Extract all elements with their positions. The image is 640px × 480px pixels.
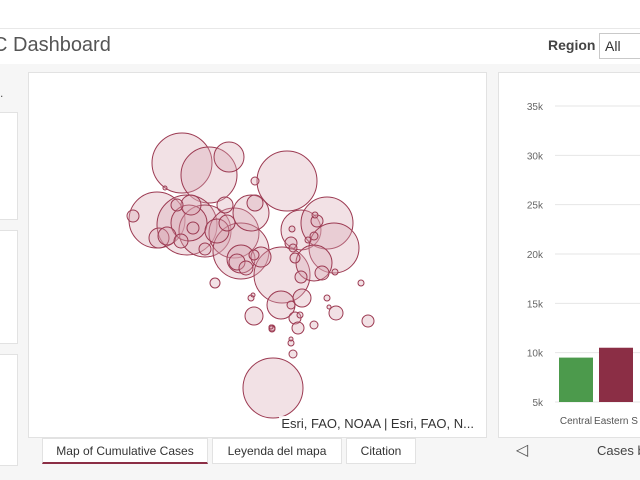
case-bubble[interactable] bbox=[213, 141, 245, 173]
region-select[interactable]: All bbox=[599, 33, 640, 59]
left-panel-tab[interactable]: . bbox=[0, 86, 4, 100]
chart-footer-label: Cases b bbox=[597, 443, 640, 458]
region-label: Region bbox=[548, 37, 596, 53]
case-bubble[interactable] bbox=[244, 306, 264, 326]
case-bubble[interactable] bbox=[250, 176, 260, 186]
case-bubble[interactable] bbox=[180, 194, 202, 216]
y-tick-label: 10k bbox=[527, 349, 544, 360]
case-bubble[interactable] bbox=[151, 132, 213, 194]
case-bubble[interactable] bbox=[162, 185, 168, 191]
map-attribution: Esri, FAO, NOAA | Esri, FAO, N... bbox=[279, 416, 476, 431]
chart-panel: 5k 10k 15k 20k 25k 30k 35k Central Eastern S bbox=[498, 72, 640, 438]
case-bubble[interactable] bbox=[242, 357, 304, 419]
case-bubble[interactable] bbox=[361, 314, 375, 328]
case-bubble[interactable] bbox=[331, 268, 339, 276]
y-tick-label: 5k bbox=[532, 398, 544, 409]
case-bubble[interactable] bbox=[311, 211, 319, 219]
case-bubble[interactable] bbox=[246, 194, 264, 212]
case-bubble[interactable] bbox=[248, 249, 260, 261]
app-title: C Dashboard bbox=[0, 34, 111, 56]
case-bubble[interactable] bbox=[186, 221, 200, 235]
case-bubble[interactable] bbox=[250, 246, 272, 268]
case-bubble[interactable] bbox=[216, 196, 234, 214]
case-bubble[interactable] bbox=[198, 242, 212, 256]
case-bubble[interactable] bbox=[308, 222, 360, 274]
x-tick-label: Eastern S bbox=[594, 416, 638, 427]
tab-map-of-cumulative-cases[interactable]: Map of Cumulative Cases bbox=[42, 438, 208, 464]
case-bubble[interactable] bbox=[284, 236, 298, 250]
case-bubble[interactable] bbox=[289, 252, 301, 264]
bar-eastern-s[interactable] bbox=[599, 347, 633, 402]
case-bubble[interactable] bbox=[218, 214, 236, 232]
case-bubble[interactable] bbox=[296, 311, 304, 319]
map-bubbles[interactable] bbox=[29, 73, 487, 438]
case-bubble[interactable] bbox=[292, 288, 312, 308]
case-bubble[interactable] bbox=[288, 349, 298, 359]
case-bubble[interactable] bbox=[309, 231, 319, 241]
y-tick-label: 20k bbox=[527, 250, 544, 261]
tab-citation[interactable]: Citation bbox=[346, 438, 416, 464]
case-bubble[interactable] bbox=[209, 277, 221, 289]
case-bubble[interactable] bbox=[148, 227, 170, 249]
case-bubble[interactable] bbox=[304, 236, 312, 244]
map-panel[interactable]: Esri, FAO, NOAA | Esri, FAO, N... bbox=[28, 72, 487, 438]
case-bubble[interactable] bbox=[232, 194, 270, 232]
case-bubble[interactable] bbox=[288, 243, 298, 253]
chevron-left-icon[interactable]: ◁ bbox=[515, 442, 529, 459]
y-tick-label: 30k bbox=[527, 151, 544, 162]
case-bubble[interactable] bbox=[294, 270, 308, 284]
case-bubble[interactable] bbox=[314, 265, 330, 281]
case-bubble[interactable] bbox=[126, 209, 140, 223]
case-bubble[interactable] bbox=[170, 198, 184, 212]
case-bubble[interactable] bbox=[300, 196, 354, 250]
case-bubble[interactable] bbox=[250, 292, 256, 298]
case-bubble[interactable] bbox=[357, 279, 365, 287]
case-bubble[interactable] bbox=[256, 150, 318, 212]
case-bubble[interactable] bbox=[180, 146, 238, 204]
case-bubble[interactable] bbox=[157, 226, 177, 246]
case-bubble[interactable] bbox=[326, 304, 332, 310]
left-panel-3 bbox=[0, 354, 18, 466]
case-bubble[interactable] bbox=[323, 294, 331, 302]
left-panel-2 bbox=[0, 230, 18, 344]
y-tick-label: 35k bbox=[527, 102, 544, 113]
tab-leyenda-del-mapa[interactable]: Leyenda del mapa bbox=[212, 438, 342, 464]
x-tick-label: Central bbox=[560, 416, 592, 427]
bar-central[interactable] bbox=[559, 357, 593, 402]
case-bubble[interactable] bbox=[328, 305, 344, 321]
case-bubble[interactable] bbox=[238, 260, 254, 276]
case-bubble[interactable] bbox=[268, 324, 274, 330]
case-bubble[interactable] bbox=[228, 253, 246, 271]
case-bubble[interactable] bbox=[291, 321, 305, 335]
y-tick-label: 15k bbox=[527, 299, 544, 310]
case-bubble[interactable] bbox=[286, 300, 296, 310]
left-panel-1 bbox=[0, 112, 18, 220]
header-bar bbox=[0, 28, 640, 66]
y-tick-label: 25k bbox=[527, 201, 544, 212]
bar-chart: 5k 10k 15k 20k 25k 30k 35k Central Eastern S bbox=[527, 102, 640, 427]
case-bubble[interactable] bbox=[288, 336, 294, 342]
case-bubble[interactable] bbox=[309, 320, 319, 330]
case-bubble[interactable] bbox=[288, 225, 296, 233]
case-bubble[interactable] bbox=[173, 233, 189, 249]
case-bubble[interactable] bbox=[287, 339, 295, 347]
